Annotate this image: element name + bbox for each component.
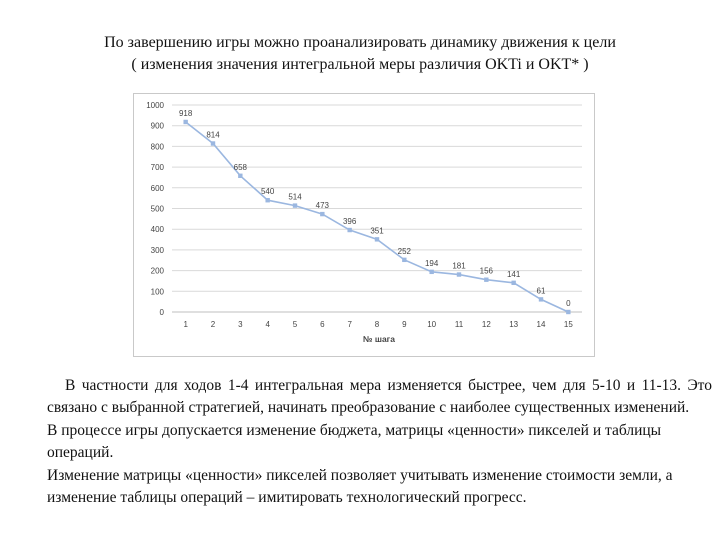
y-tick-label: 200 <box>151 267 165 276</box>
y-tick-label: 1000 <box>146 101 164 110</box>
data-label: 814 <box>206 131 220 140</box>
data-label: 351 <box>370 226 384 235</box>
x-tick-label: 13 <box>509 320 518 329</box>
data-points <box>183 119 571 315</box>
x-tick-label: 10 <box>427 320 436 329</box>
series-line-group <box>185 121 569 313</box>
x-tick-label: 7 <box>347 320 352 329</box>
data-label: 141 <box>507 270 521 279</box>
x-tick-label: 4 <box>265 320 270 329</box>
data-label: 181 <box>452 262 466 271</box>
data-label: 473 <box>316 201 330 210</box>
data-label: 61 <box>537 286 546 295</box>
data-labels: 918 814 658 540 514 473 396 351 252 194 181 156 141 6… <box>179 109 571 308</box>
x-tick-label: 15 <box>564 320 573 329</box>
paragraph-2: В процессе игры допускается изменение бю… <box>47 422 662 461</box>
x-axis-ticks: 1 2 3 4 5 6 7 8 9 10 11 12 13 14 15 <box>183 320 573 329</box>
data-point <box>511 280 516 286</box>
data-point <box>566 309 571 315</box>
data-point <box>429 269 434 275</box>
y-axis-ticks: 0 100 200 300 400 500 600 700 800 900 1000 <box>146 101 164 317</box>
data-point <box>484 277 489 282</box>
y-tick-label: 400 <box>151 225 165 234</box>
data-label: 0 <box>566 299 571 308</box>
data-point <box>402 257 407 263</box>
x-tick-label: 2 <box>211 320 216 329</box>
y-tick-label: 600 <box>151 184 165 193</box>
data-point <box>347 227 352 233</box>
paragraph-3: Изменение матрицы «ценности» пикселей по… <box>47 467 673 506</box>
data-label: 252 <box>398 247 412 256</box>
grid-lines <box>172 104 582 313</box>
data-point <box>183 119 188 125</box>
data-point <box>238 173 243 178</box>
y-tick-label: 300 <box>151 246 165 255</box>
data-point <box>456 272 462 277</box>
body-text: В частности для ходов 1-4 интегральная м… <box>47 375 712 508</box>
heading-line-2: ( изменения значения интегральной меры р… <box>131 56 589 73</box>
x-tick-label: 11 <box>455 320 464 329</box>
data-label: 514 <box>288 193 302 202</box>
data-point <box>320 211 325 217</box>
x-tick-label: 3 <box>238 320 243 329</box>
x-tick-label: 6 <box>320 320 325 329</box>
data-point <box>538 297 544 302</box>
x-tick-label: 8 <box>375 320 380 329</box>
x-tick-label: 5 <box>293 320 298 329</box>
y-tick-label: 100 <box>151 287 165 296</box>
x-tick-label: 9 <box>402 320 407 329</box>
data-label: 396 <box>343 217 357 226</box>
data-point <box>374 237 380 242</box>
x-tick-label: 12 <box>482 320 491 329</box>
data-point <box>292 203 298 208</box>
data-label: 658 <box>234 163 248 172</box>
y-tick-label: 900 <box>151 122 165 131</box>
y-tick-label: 800 <box>151 142 165 151</box>
heading-line-1: По завершению игры можно проанализироват… <box>104 34 616 51</box>
y-tick-label: 0 <box>160 308 165 317</box>
slide-heading: По завершению игры можно проанализироват… <box>0 32 720 76</box>
y-tick-label: 700 <box>151 163 165 172</box>
x-tick-label: 1 <box>183 320 188 329</box>
data-point <box>265 198 270 203</box>
data-point <box>210 141 216 146</box>
data-label: 918 <box>179 109 193 118</box>
data-label: 540 <box>261 187 275 196</box>
data-label: 156 <box>480 267 494 276</box>
paragraph-1: В частности для ходов 1-4 интегральная м… <box>47 377 712 416</box>
y-tick-label: 500 <box>151 205 165 214</box>
x-tick-label: 14 <box>537 320 546 329</box>
data-label: 194 <box>425 259 439 268</box>
x-axis-title: № шага <box>363 334 395 344</box>
series-line <box>185 121 569 313</box>
